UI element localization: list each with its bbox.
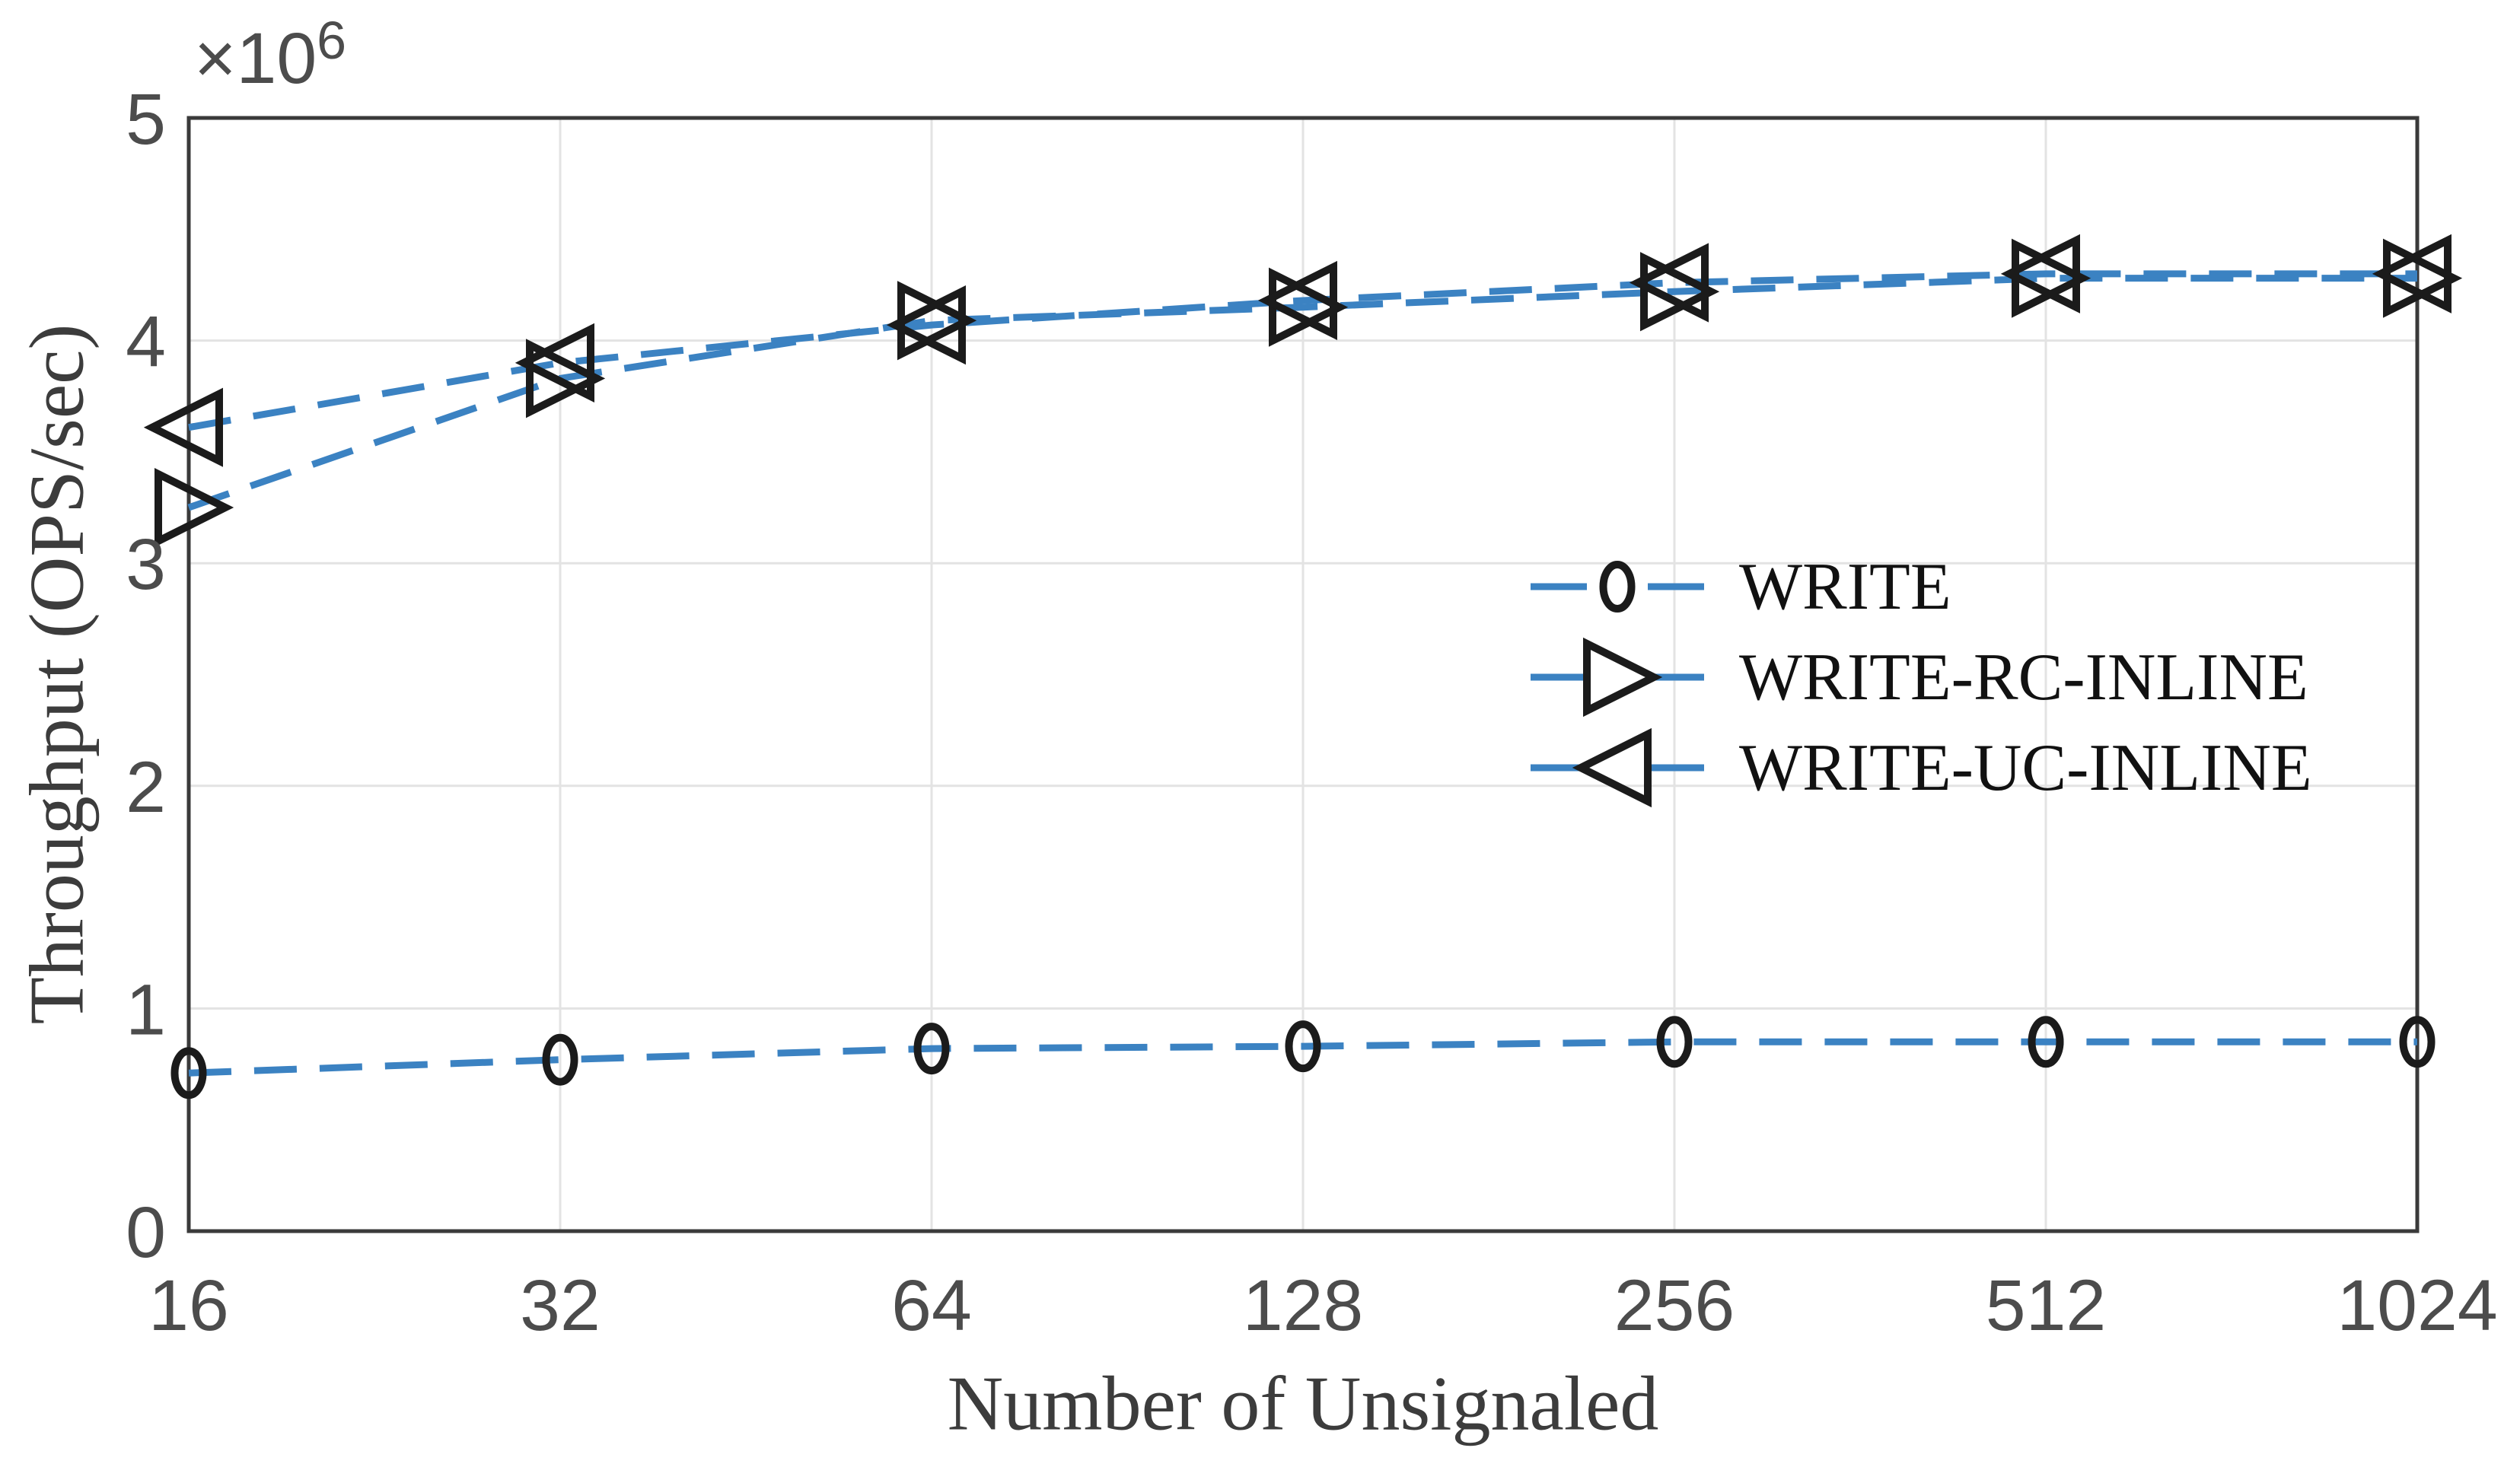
x-tick-label: 64 xyxy=(891,1265,972,1346)
y-axis-offset-text: ×106 xyxy=(194,14,346,95)
triangle-left-marker-icon xyxy=(143,387,223,467)
circle-marker-icon xyxy=(1656,1016,1693,1068)
axes-box xyxy=(186,116,2420,1233)
legend-label: WRITE-UC-INLINE xyxy=(1739,731,2312,805)
legend-triangle-right-marker-icon xyxy=(1531,637,1704,718)
legend-label: WRITE xyxy=(1739,550,1951,624)
triangle-left-marker-icon xyxy=(1257,260,1337,341)
x-axis-label: Number of Unsignaled xyxy=(947,1360,1659,1447)
triangle-right-marker-icon xyxy=(526,339,606,418)
x-tick-label: 512 xyxy=(1986,1265,2107,1346)
legend-item-write-uc-inline: WRITE-UC-INLINE xyxy=(1526,723,2312,813)
triangle-left-marker-icon xyxy=(1572,727,1652,808)
x-tick-label: 32 xyxy=(520,1265,601,1346)
triangle-left-marker-icon xyxy=(2372,234,2452,313)
x-tick-label: 16 xyxy=(148,1265,229,1346)
legend-item-write: WRITE xyxy=(1526,542,2312,632)
circle-marker-icon xyxy=(170,1047,207,1099)
triangle-right-marker-icon xyxy=(155,467,234,548)
legend-circle-marker-icon xyxy=(1531,561,1704,613)
y-tick-label: 3 xyxy=(126,524,166,605)
x-tick-label: 1024 xyxy=(2337,1265,2497,1346)
circle-marker-icon xyxy=(1285,1020,1321,1073)
series-line-WRITE xyxy=(188,1038,2417,1077)
triangle-right-marker-icon xyxy=(1640,252,1720,332)
y-axis-label: Throughput (OPS/sec) xyxy=(14,323,100,1025)
offset-exponent: 6 xyxy=(317,11,347,70)
y-tick-label: 2 xyxy=(126,747,166,828)
y-tick-label: 0 xyxy=(126,1192,166,1273)
circle-marker-icon xyxy=(2399,1016,2436,1068)
x-tick-label: 256 xyxy=(1614,1265,1735,1346)
circle-marker-icon xyxy=(913,1023,950,1075)
legend: WRITE WRITE-RC-INLINE WRITE-UC-INLINE xyxy=(1526,542,2312,813)
triangle-left-marker-icon xyxy=(1629,243,1709,323)
triangle-left-marker-icon xyxy=(886,285,966,365)
circle-marker-icon xyxy=(542,1033,578,1086)
triangle-right-marker-icon xyxy=(1583,637,1663,718)
legend-label: WRITE-RC-INLINE xyxy=(1739,641,2308,714)
legend-item-write-rc-inline: WRITE-RC-INLINE xyxy=(1526,632,2312,723)
triangle-left-marker-icon xyxy=(2000,234,2080,313)
y-tick-label: 4 xyxy=(126,302,166,383)
x-tick-label: 128 xyxy=(1243,1265,1364,1346)
circle-marker-icon xyxy=(1599,561,1636,613)
y-tick-label: 1 xyxy=(126,969,166,1050)
circle-marker-icon xyxy=(2028,1016,2064,1068)
y-tick-label: 5 xyxy=(126,79,166,160)
series-line-WRITE-UC-INLINE xyxy=(188,270,2417,431)
triangle-left-marker-icon xyxy=(515,323,594,403)
offset-base: ×10 xyxy=(194,18,317,99)
legend-triangle-left-marker-icon xyxy=(1531,727,1704,808)
